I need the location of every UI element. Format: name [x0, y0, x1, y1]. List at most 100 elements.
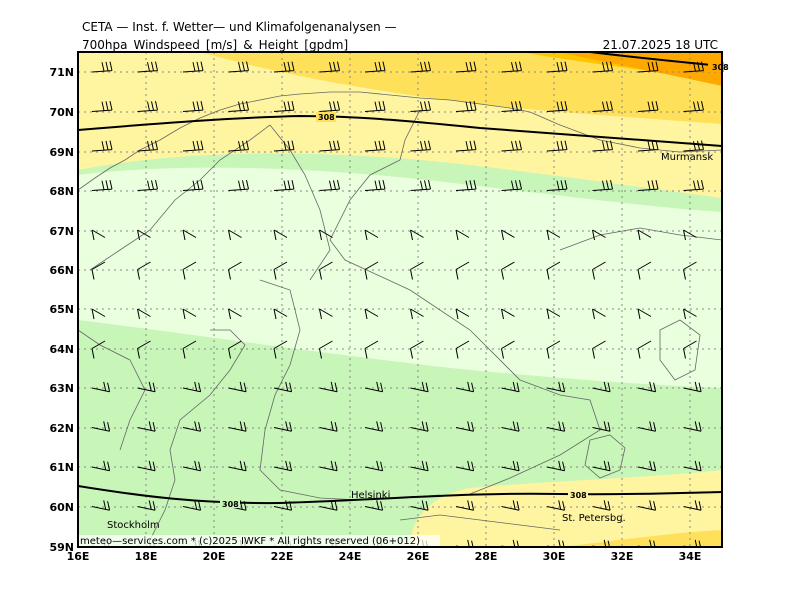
wind-barb: [683, 500, 702, 511]
wind-barb: [137, 100, 158, 112]
wind-barb: [637, 500, 657, 511]
wind-barb: [319, 381, 338, 393]
wind-barb: [410, 381, 429, 393]
product-label: 700hpa_Windspeed_[m/s]_&_Height_[gpdm]: [82, 38, 349, 52]
svg-text:68N: 68N: [49, 185, 74, 198]
svg-text:69N: 69N: [49, 146, 74, 159]
wind-barb: [273, 61, 295, 73]
wind-barb: [364, 140, 386, 152]
wind-barb: [546, 100, 568, 112]
wind-barb: [182, 229, 197, 241]
wind-barb: [637, 261, 652, 280]
wind-barb: [729, 262, 742, 280]
wind-barb: [683, 308, 697, 320]
wind-barb: [637, 340, 652, 359]
svg-text:64N: 64N: [49, 343, 74, 356]
gulf-of-bothnia-east: [259, 279, 301, 491]
wind-barb: [637, 179, 659, 191]
wind-barb: [319, 179, 340, 191]
wind-barb: [137, 381, 156, 393]
moderate-wind-zone-south: [410, 470, 722, 547]
wind-barb: [455, 261, 470, 280]
wind-barb: [228, 421, 247, 432]
wind-barb: [137, 421, 156, 432]
city-labels: Murmansk Helsinki Stockholm St. Petersbg…: [107, 152, 713, 531]
wind-barb: [228, 61, 249, 73]
wind-barb: [729, 382, 747, 392]
wind-barb: [410, 421, 429, 432]
wind-barb: [91, 500, 111, 511]
wind-barb: [182, 61, 204, 73]
wind-barb: [137, 460, 156, 472]
wind-barb: [637, 229, 652, 241]
svg-text:60N: 60N: [49, 501, 74, 514]
wind-barb: [364, 381, 384, 393]
wind-barb: [91, 308, 106, 320]
wind-barb: [637, 140, 659, 152]
chart-title: CETA — Inst. f. Wetter— und Klimafolgena…: [82, 20, 397, 34]
wind-barb: [455, 229, 470, 241]
wind-barb: [683, 229, 697, 241]
svg-text:63N: 63N: [49, 382, 74, 395]
latitude-labels: 71N 70N 69N 68N 67N 66N 65N 64N 63N 62N …: [49, 66, 74, 554]
svg-text:67N: 67N: [49, 225, 74, 238]
wind-barbs: [91, 61, 749, 547]
svg-text:65N: 65N: [49, 303, 74, 316]
wind-barb: [455, 340, 470, 359]
coastlines-borders: [78, 91, 722, 541]
wind-barb: [501, 229, 515, 241]
wind-barb: [546, 61, 568, 73]
wind-barb: [501, 100, 522, 112]
wind-barb: [364, 261, 379, 280]
wind-barb: [319, 308, 333, 320]
wind-barb: [592, 261, 606, 280]
white-sea-coast: [559, 227, 722, 251]
wind-barb: [137, 340, 151, 359]
svg-text:32E: 32E: [611, 550, 634, 563]
wind-barb: [546, 308, 561, 320]
wind-barb: [137, 61, 158, 73]
wind-barb: [592, 308, 606, 320]
wind-barb: [91, 381, 111, 393]
wind-barb: [228, 261, 242, 280]
wind-barb: [546, 381, 566, 393]
contour-label: 308: [222, 500, 239, 509]
wind-barb: [729, 101, 749, 111]
wind-barb: [364, 100, 386, 112]
wind-barb: [137, 261, 151, 280]
wind-barb: [637, 421, 657, 432]
wind-barb: [729, 500, 747, 510]
wind-barb: [637, 100, 659, 112]
strong-wind-zone-north: [200, 52, 722, 124]
svg-text:34E: 34E: [679, 550, 702, 563]
svg-text:70N: 70N: [49, 106, 74, 119]
wind-barb: [137, 500, 156, 511]
wind-barb: [683, 381, 702, 393]
wind-barb: [273, 179, 295, 191]
wind-barb: [319, 500, 338, 511]
wind-barb: [501, 179, 522, 191]
wind-barb: [91, 179, 113, 191]
contour-label: 308: [570, 491, 587, 500]
wind-barb: [410, 229, 424, 241]
contour-label: 308: [318, 113, 335, 122]
lake-onega: [659, 319, 701, 381]
svg-text:16E: 16E: [67, 550, 90, 563]
svg-text:22E: 22E: [271, 550, 294, 563]
wind-barb: [182, 460, 202, 472]
contour-south: [78, 485, 722, 505]
wind-barb: [592, 100, 613, 112]
wind-barb: [455, 140, 477, 152]
wind-barb: [683, 340, 697, 359]
city-murmansk: Murmansk: [661, 152, 713, 163]
wind-barb: [228, 308, 242, 320]
gulf-of-bothnia-west: [149, 329, 246, 541]
wind-barb: [501, 308, 515, 320]
strong-wind-zone-south: [560, 530, 722, 547]
contour-north: [78, 114, 722, 147]
wind-barb: [729, 230, 742, 240]
wind-barb: [273, 140, 295, 152]
norway-coast: [78, 91, 531, 191]
svg-text:26E: 26E: [407, 550, 430, 563]
wind-barb: [364, 229, 379, 241]
